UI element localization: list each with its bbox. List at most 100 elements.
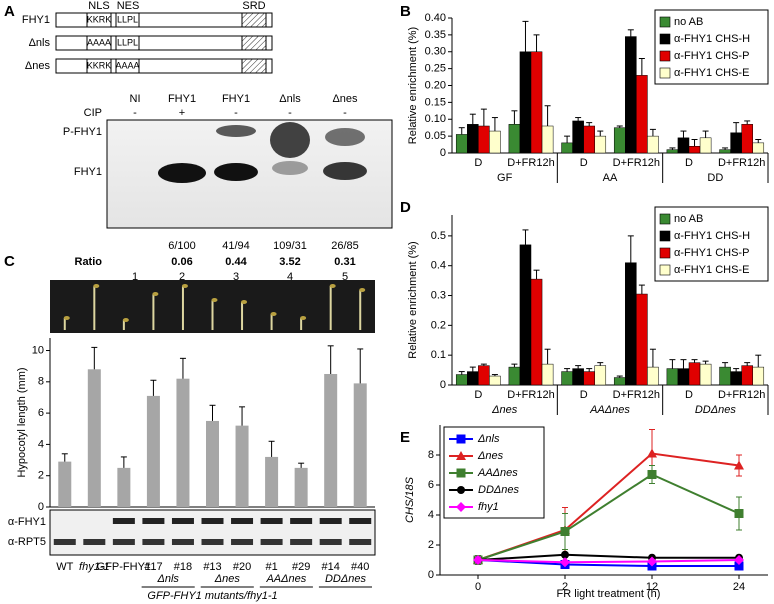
band: [231, 518, 254, 524]
y-tick-label: 8: [428, 449, 434, 461]
x-tick-label: D: [580, 389, 588, 401]
legend-label: α-FHY1 CHS-H: [674, 230, 750, 242]
bar: [489, 375, 501, 386]
bar: [613, 127, 626, 154]
band: [201, 539, 224, 545]
x-tick-label: D: [474, 157, 482, 169]
count: 6/100: [168, 240, 196, 252]
ratio: 0.31: [334, 256, 355, 268]
bar: [666, 149, 679, 154]
band: [349, 539, 372, 545]
bar: [752, 366, 765, 386]
x-tick-label: #18: [174, 561, 192, 573]
x-tick-label: 0: [475, 581, 481, 593]
ratio: 0.06: [171, 256, 192, 268]
construct: Δnes KKRK AAAA: [25, 58, 273, 74]
cip-sign: +: [179, 107, 185, 119]
cotyledon: [211, 298, 218, 302]
lane-number: 4: [287, 271, 293, 283]
bar: [561, 142, 573, 154]
ratio: 0.44: [225, 256, 247, 268]
bar: [561, 371, 573, 386]
x-tick-label: 12: [646, 581, 658, 593]
y-axis-label: Hypocotyl length (mm): [16, 367, 28, 477]
bar: [730, 132, 742, 154]
y-tick-label: 8: [38, 376, 44, 388]
legend-swatch: [659, 33, 671, 45]
lane-label: Δnes: [332, 93, 358, 105]
marker: [647, 470, 657, 479]
x-tick-label: D: [685, 157, 693, 169]
band: [142, 539, 165, 545]
marker: [734, 460, 744, 470]
bar: [87, 369, 101, 507]
cip-sign: -: [288, 107, 292, 119]
y-tick-label: 0: [428, 569, 434, 581]
panel-a: A NLS NES SRD FHY1 KKRK LLPL Δnls AAAA L…: [4, 0, 393, 283]
nls-box: [86, 58, 112, 74]
nes-box: [115, 12, 140, 28]
legend-label: α-FHY1 CHS-P: [674, 247, 749, 259]
band-label: FHY1: [74, 166, 102, 178]
bar: [730, 371, 742, 386]
srd-box: [241, 12, 267, 28]
cotyledon: [329, 284, 336, 288]
bar: [572, 120, 584, 154]
panel-letter: D: [400, 199, 411, 216]
domain-label: NES: [117, 0, 140, 12]
legend-swatch: [659, 50, 671, 62]
bar: [719, 149, 731, 154]
bar: [583, 371, 595, 386]
legend-label: Δnes: [477, 450, 504, 462]
marker: [473, 555, 483, 565]
legend-label: α-FHY1 CHS-H: [674, 33, 750, 45]
x-tick-label: #29: [292, 561, 310, 573]
bar: [699, 137, 712, 154]
y-tick-label: 0.3: [431, 289, 446, 301]
ratio: 3.52: [279, 256, 300, 268]
lane-number: 1: [132, 271, 138, 283]
y-tick-label: 2: [38, 470, 44, 482]
band: [142, 518, 165, 524]
nls-box: [86, 35, 112, 51]
marker: [456, 434, 466, 444]
cotyledon: [122, 318, 129, 322]
lane-label: Δnls: [279, 93, 301, 105]
y-tick-label: 0: [440, 147, 446, 159]
legend-label: AAΔnes: [477, 467, 518, 479]
bar: [146, 395, 160, 507]
marker: [561, 550, 569, 559]
bar: [541, 125, 554, 154]
legend-box: [654, 9, 769, 85]
srd-box: [241, 58, 267, 74]
legend-swatch: [659, 67, 671, 79]
legend-label: α-FHY1 CHS-E: [674, 264, 749, 276]
cotyledon: [270, 312, 277, 316]
lane-number: 2: [179, 271, 185, 283]
construct: Δnls AAAA LLPL: [29, 35, 273, 51]
marker: [456, 502, 466, 512]
cotyledon: [63, 316, 70, 320]
bar: [455, 134, 468, 154]
band: [290, 539, 313, 545]
x-tick-label: #17: [144, 561, 162, 573]
group-label: DDΔnes: [325, 573, 367, 585]
bar: [613, 377, 626, 386]
ratio-label: Ratio: [75, 256, 103, 268]
band: [171, 539, 194, 545]
cip-sign: -: [133, 107, 137, 119]
bar: [625, 36, 637, 154]
x-tick-label: D: [685, 389, 693, 401]
cotyledon: [181, 284, 188, 288]
group-label: AA: [603, 172, 618, 184]
band-label: P-FHY1: [63, 126, 102, 138]
construct: FHY1 KKRK LLPL: [22, 12, 273, 28]
band: [231, 539, 254, 545]
marker: [647, 556, 657, 567]
bar: [478, 125, 490, 154]
domain-label: SRD: [242, 0, 265, 12]
bar: [206, 420, 219, 507]
x-tick-label: D: [474, 389, 482, 401]
lane-number: 5: [342, 271, 348, 283]
group-label: DDΔnes: [695, 404, 737, 416]
